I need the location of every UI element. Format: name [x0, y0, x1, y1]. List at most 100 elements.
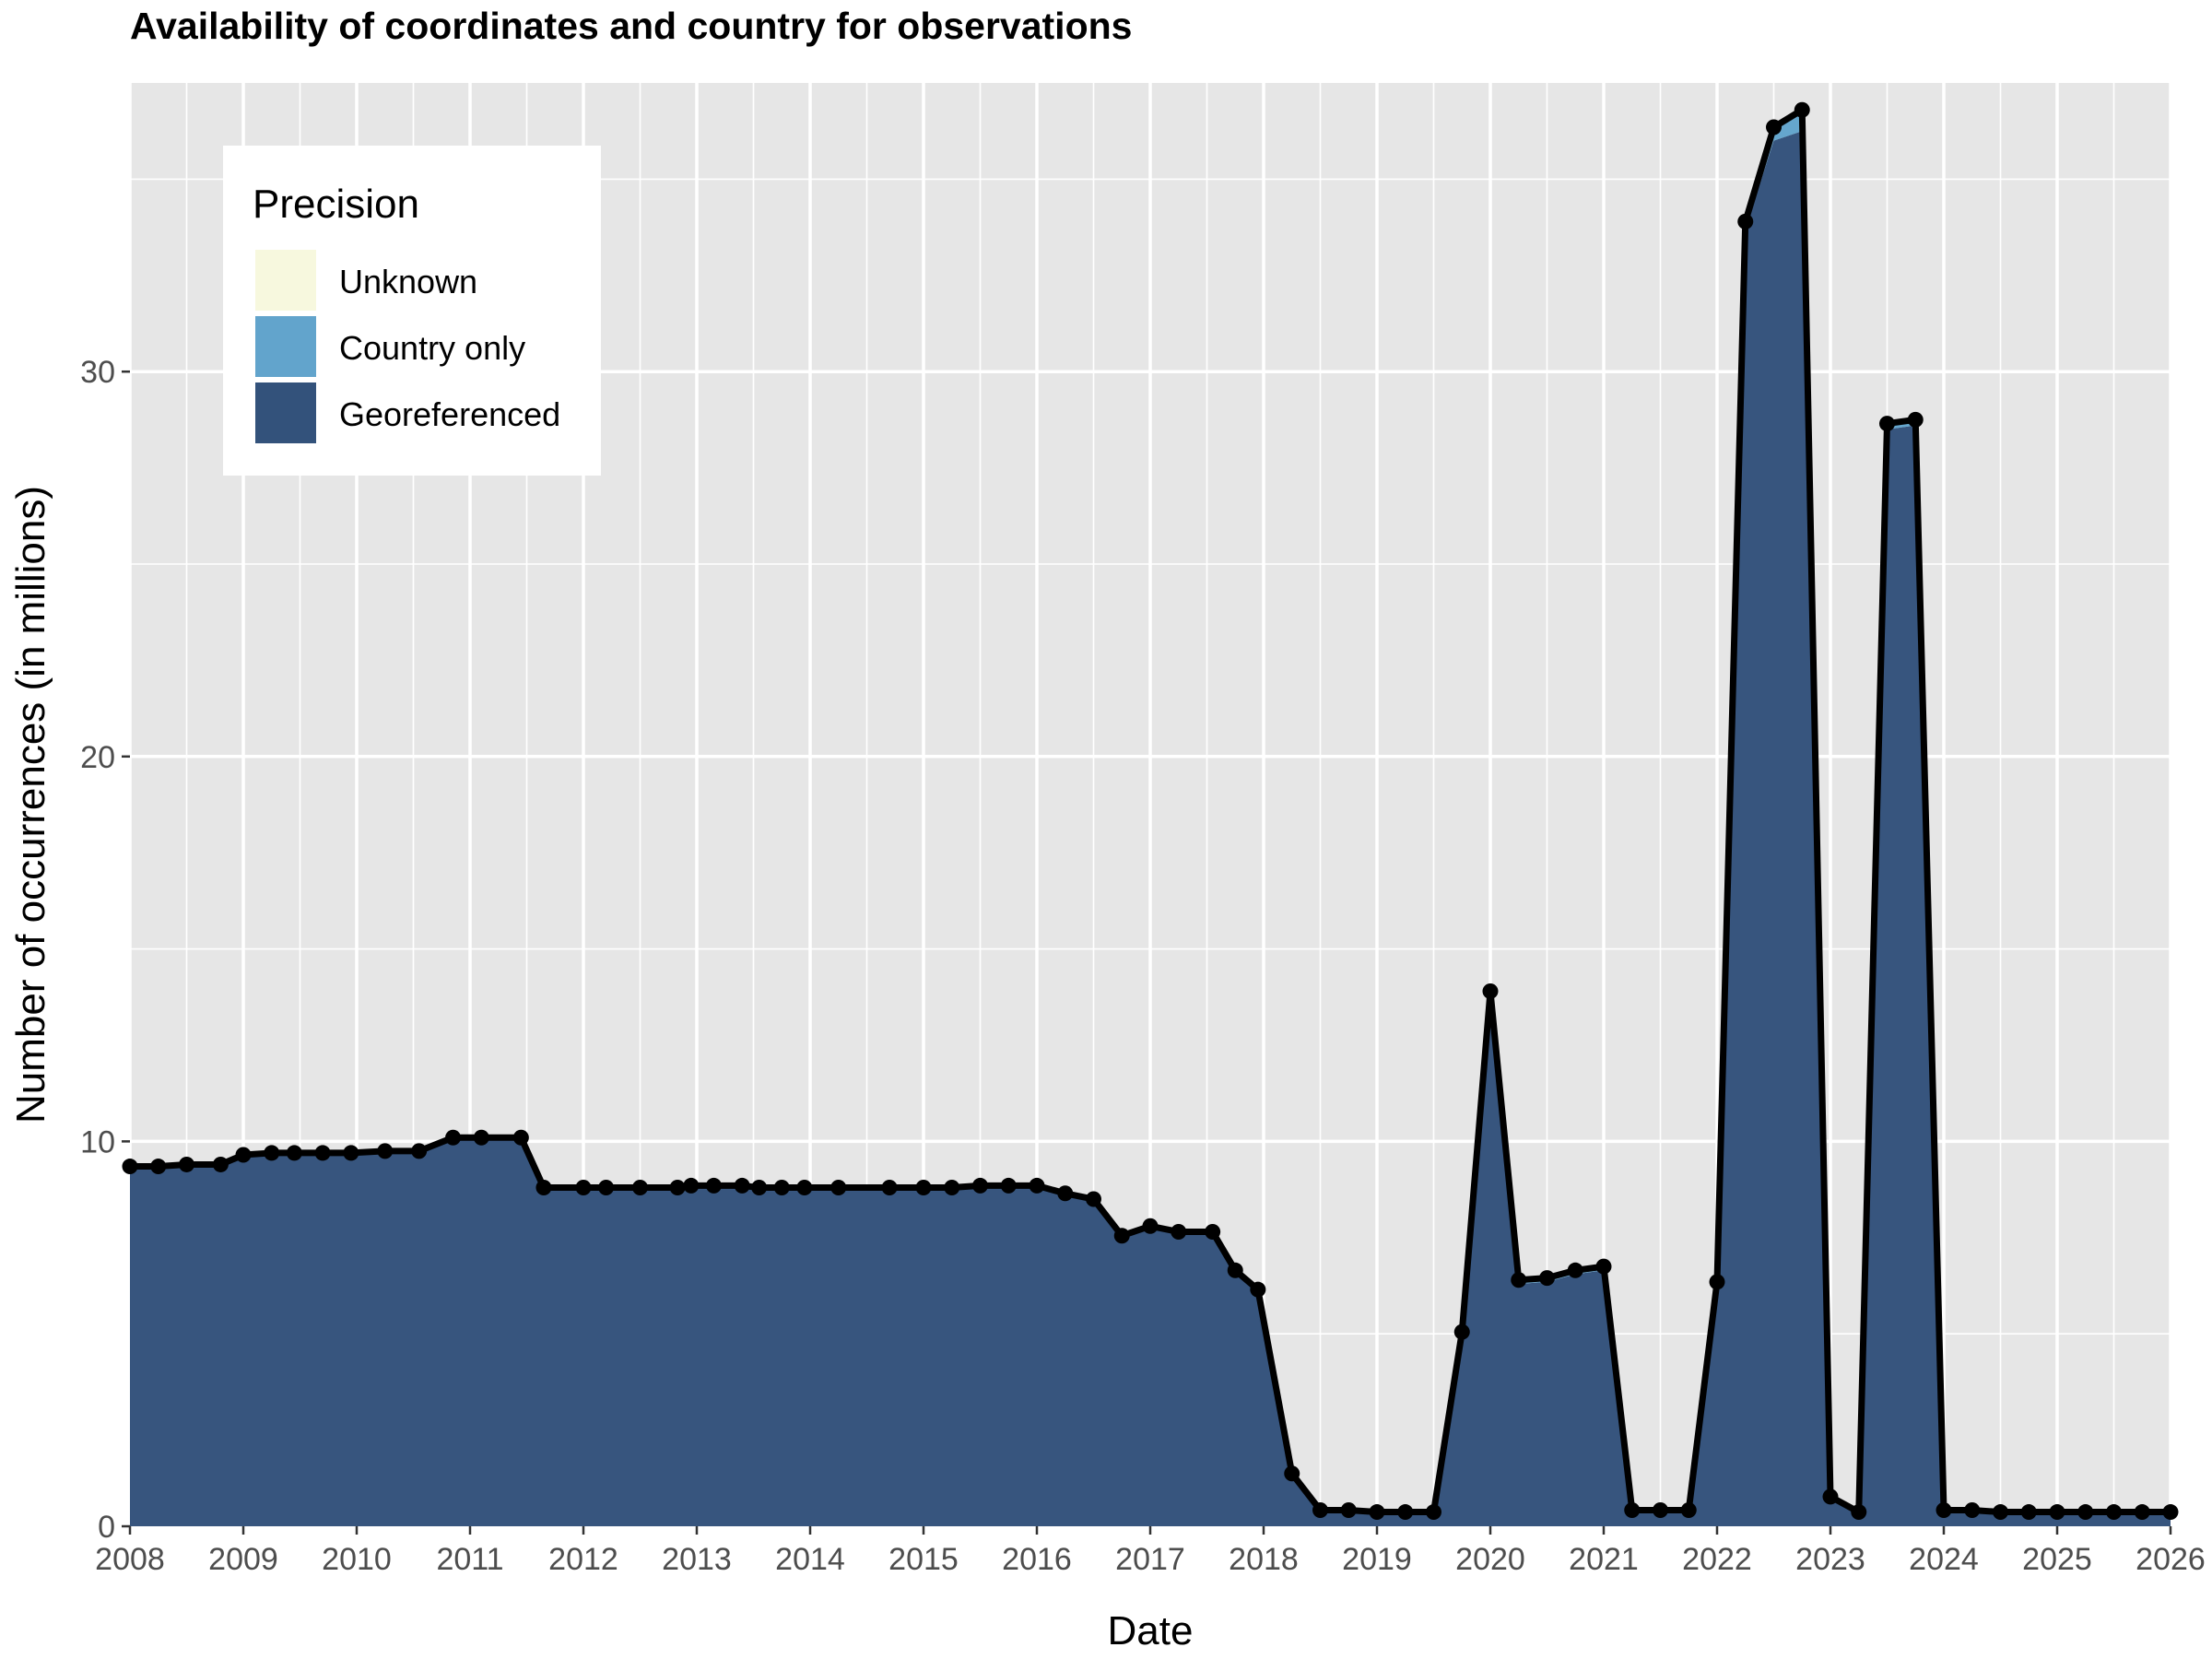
- total-point: [669, 1180, 686, 1196]
- legend: Precision Unknown Country only Georefere…: [223, 146, 601, 476]
- x-tick-label: 2014: [775, 1542, 845, 1577]
- total-point: [1312, 1501, 1328, 1518]
- total-point: [1907, 411, 1924, 428]
- x-tick-label: 2010: [322, 1542, 392, 1577]
- total-point: [1426, 1504, 1441, 1521]
- y-axis-title: Number of occurrences (in millions): [8, 486, 53, 1124]
- x-tick-label: 2026: [2136, 1542, 2206, 1577]
- total-point: [1250, 1281, 1266, 1298]
- y-tick-label: 30: [80, 355, 115, 390]
- legend-label-country-only: Country only: [339, 329, 525, 367]
- legend-swatch-georeferenced: [253, 381, 318, 445]
- total-point: [1000, 1177, 1017, 1194]
- total-point: [1794, 101, 1810, 118]
- total-point: [915, 1180, 932, 1196]
- total-point: [1653, 1501, 1668, 1518]
- x-tick-label: 2018: [1229, 1542, 1299, 1577]
- total-point: [1766, 119, 1782, 135]
- x-tick-label: 2022: [1682, 1542, 1752, 1577]
- legend-label-georeferenced: Georeferenced: [339, 395, 560, 433]
- total-point: [314, 1145, 331, 1161]
- x-axis: 2008 2009 2010 2011 2012 2013 2014 2015 2016 2017…: [95, 1526, 2206, 1577]
- x-tick-label: 2024: [1909, 1542, 1979, 1577]
- total-point: [1284, 1465, 1300, 1482]
- total-point: [1369, 1504, 1385, 1521]
- total-point: [972, 1177, 988, 1194]
- total-point: [598, 1180, 615, 1196]
- total-point: [1227, 1262, 1243, 1278]
- total-point: [1113, 1228, 1130, 1244]
- legend-label-unknown: Unknown: [339, 263, 477, 300]
- total-point: [2106, 1504, 2122, 1521]
- x-tick-label: 2015: [888, 1542, 959, 1577]
- total-point: [944, 1180, 960, 1196]
- area-layers: [130, 110, 2171, 1527]
- total-point: [705, 1177, 722, 1194]
- total-series: [122, 101, 2179, 1521]
- total-point: [1709, 1274, 1725, 1290]
- x-tick-label: 2013: [662, 1542, 732, 1577]
- total-point: [122, 1159, 138, 1175]
- total-point: [830, 1180, 847, 1196]
- total-point: [1453, 1324, 1470, 1340]
- total-point: [1340, 1501, 1357, 1518]
- total-point: [2020, 1504, 2037, 1521]
- y-tick-label: 10: [80, 1124, 115, 1159]
- total-point: [796, 1180, 813, 1196]
- total-point: [212, 1156, 229, 1172]
- total-point: [473, 1129, 489, 1146]
- chart-title: Availability of coordinates and country …: [130, 5, 1132, 47]
- total-point: [445, 1129, 462, 1146]
- total-point: [1680, 1501, 1697, 1518]
- total-point: [881, 1180, 898, 1196]
- total-point: [1086, 1191, 1101, 1207]
- total-point: [1142, 1218, 1159, 1234]
- x-tick-label: 2009: [208, 1542, 278, 1577]
- legend-title: Precision: [253, 182, 419, 227]
- total-point: [264, 1145, 280, 1161]
- total-point: [683, 1177, 700, 1194]
- total-point: [1822, 1488, 1839, 1505]
- total-point: [1737, 213, 1754, 229]
- total-point: [632, 1180, 648, 1196]
- total-point: [1567, 1262, 1583, 1278]
- y-axis: 0 10 20 30: [80, 355, 130, 1545]
- total-point: [1205, 1224, 1221, 1241]
- total-point: [1936, 1501, 1952, 1518]
- total-point: [575, 1180, 592, 1196]
- legend-swatch-unknown: [253, 248, 318, 312]
- legend-swatch-country-only: [253, 314, 318, 379]
- x-axis-title: Date: [1108, 1608, 1194, 1653]
- total-point: [2077, 1504, 2094, 1521]
- total-point: [1397, 1504, 1414, 1521]
- total-point: [2134, 1504, 2150, 1521]
- area-georeferenced: [130, 131, 2171, 1527]
- total-point: [1879, 416, 1895, 432]
- total-point: [2162, 1504, 2179, 1521]
- total-point: [150, 1159, 167, 1175]
- total-point: [377, 1143, 394, 1159]
- total-point: [751, 1180, 768, 1196]
- x-tick-label: 2021: [1569, 1542, 1639, 1577]
- total-point: [1482, 983, 1499, 1000]
- x-tick-label: 2016: [1002, 1542, 1072, 1577]
- total-point: [235, 1147, 252, 1163]
- total-point: [343, 1145, 359, 1161]
- total-point: [734, 1177, 750, 1194]
- x-tick-label: 2025: [2022, 1542, 2092, 1577]
- total-point: [2049, 1504, 2065, 1521]
- total-point: [773, 1180, 790, 1196]
- total-point: [535, 1180, 552, 1196]
- x-tick-label: 2019: [1342, 1542, 1412, 1577]
- total-point: [1511, 1272, 1527, 1288]
- total-point: [1964, 1501, 1981, 1518]
- x-tick-label: 2012: [548, 1542, 618, 1577]
- x-tick-label: 2023: [1795, 1542, 1865, 1577]
- x-tick-label: 2017: [1115, 1542, 1185, 1577]
- total-point: [1624, 1501, 1641, 1518]
- total-point: [411, 1143, 428, 1159]
- total-point: [1029, 1177, 1045, 1194]
- x-tick-label: 2008: [95, 1542, 165, 1577]
- y-tick-label: 20: [80, 740, 115, 775]
